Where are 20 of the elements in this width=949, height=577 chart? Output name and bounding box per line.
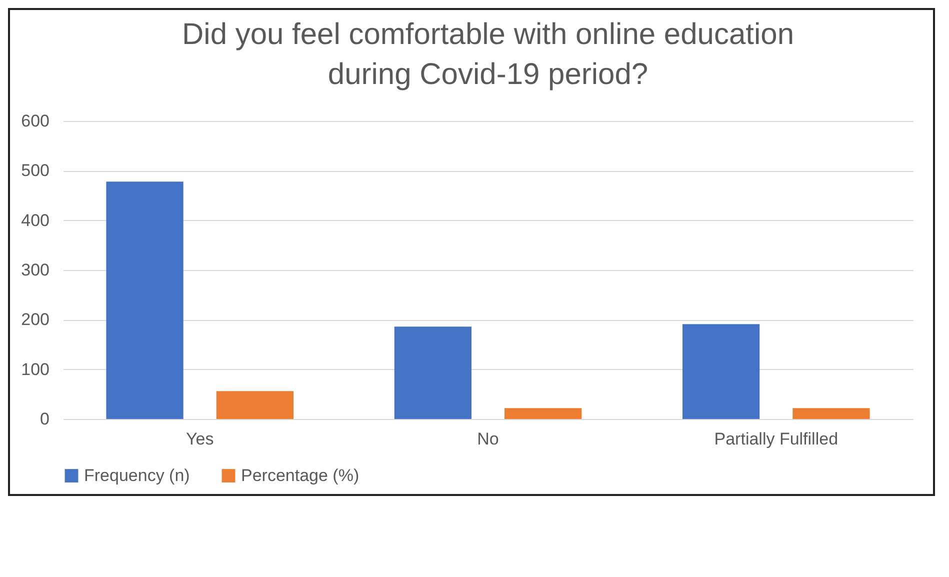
bar	[106, 182, 184, 419]
bar	[216, 391, 294, 419]
y-tick-label: 500	[21, 161, 50, 180]
y-tick-label: 300	[21, 260, 50, 280]
legend-label: Percentage (%)	[241, 466, 360, 485]
x-tick-label: Partially Fulfilled	[714, 430, 838, 448]
bar	[682, 324, 760, 419]
x-tick-label: No	[477, 430, 499, 448]
y-tick-label: 400	[21, 210, 50, 230]
y-tick-label: 0	[40, 410, 50, 428]
text: during Covid-19 period?	[328, 58, 648, 91]
bar	[394, 326, 472, 419]
x-tick-label: Yes	[186, 430, 214, 448]
y-tick-label: 200	[21, 310, 50, 330]
y-tick-label: 600	[21, 112, 50, 130]
bar	[504, 408, 582, 419]
bar	[792, 408, 870, 419]
y-tick-label: 100	[21, 360, 50, 379]
text: Did you feel comfortable with online education	[182, 18, 794, 51]
legend-label: Frequency (n)	[84, 466, 190, 485]
